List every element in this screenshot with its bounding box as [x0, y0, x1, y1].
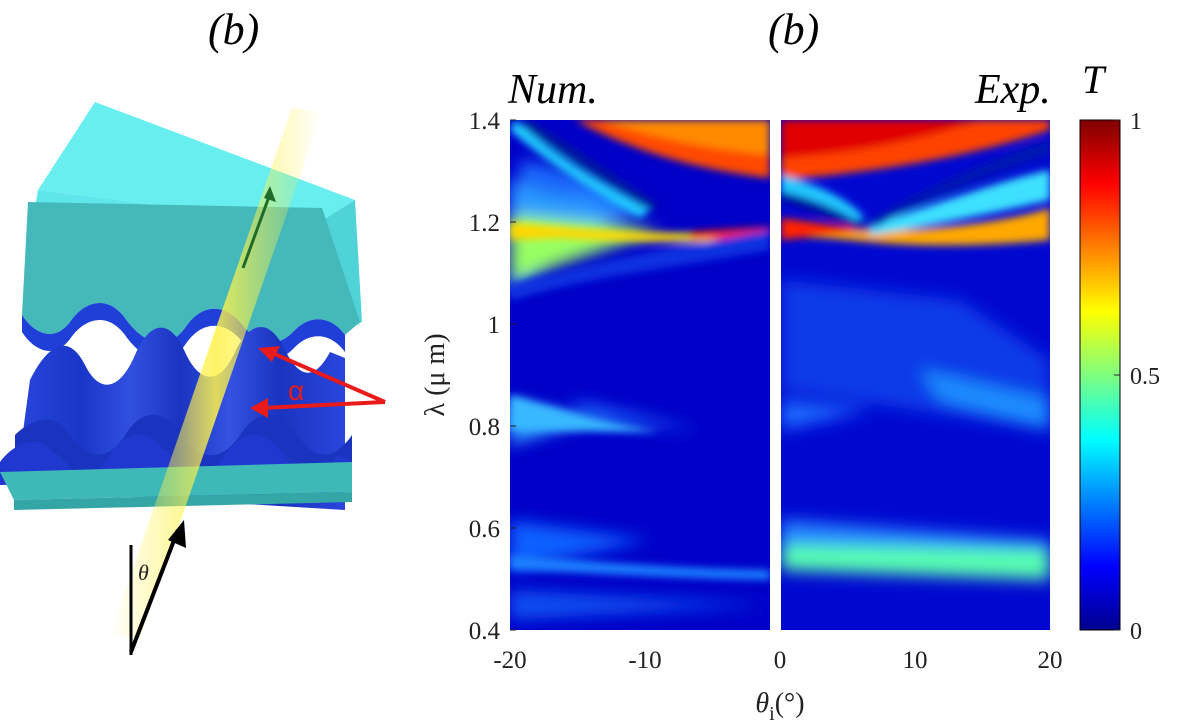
y-tick-label: 1	[488, 312, 501, 339]
particle-icon	[200, 475, 214, 489]
alpha-label: α	[288, 375, 304, 406]
x-tick-label: -20	[493, 647, 526, 674]
y-tick-label: 1.2	[469, 210, 500, 237]
transmitted-arrow	[241, 186, 276, 269]
colorbar-tick-label: 0.5	[1130, 364, 1160, 390]
y-axis: 0.4 0.6 0.8 1 1.2 1.4	[469, 108, 516, 645]
theta-label: θ	[138, 560, 149, 585]
x-axis: -20 -10 0 10 20	[493, 647, 1062, 674]
y-tick-label: 1.4	[469, 108, 501, 135]
panel-label-left: (b)	[208, 5, 260, 54]
alpha-arrows	[250, 346, 386, 418]
x-tick-label: 0	[774, 647, 787, 674]
colorbar-tick-label: 1	[1130, 109, 1142, 135]
x-axis-label: θi(°)	[755, 688, 804, 725]
x-tick-label: -10	[628, 647, 661, 674]
incident-arrow	[129, 520, 186, 655]
colorbar-label: T	[1082, 57, 1105, 102]
x-tick-label: 10	[903, 647, 928, 674]
y-axis-label: λ (μ m)	[420, 333, 451, 416]
x-tick-label: 20	[1038, 647, 1063, 674]
light-beam	[110, 108, 322, 638]
heatmap-panel-exp	[781, 120, 1050, 630]
panel-name-exp: Exp.	[975, 67, 1051, 113]
corrugated-slab-illustration: θ α	[0, 102, 386, 655]
y-tick-label: 0.4	[469, 618, 501, 645]
panel-label-right: (b)	[768, 5, 820, 54]
heatmap-panel-num	[510, 120, 770, 630]
panel-name-num: Num.	[508, 67, 598, 113]
y-tick-label: 0.8	[469, 414, 500, 441]
colorbar-ticks: 00.51	[1114, 109, 1160, 645]
y-tick-label: 0.6	[469, 516, 500, 543]
colorbar-tick-label: 0	[1130, 619, 1142, 645]
transmission-heatmap: 0.40.60.811.21.4 -20 -10 0 10 20 λ (μ m) θi(…	[420, 108, 1160, 725]
